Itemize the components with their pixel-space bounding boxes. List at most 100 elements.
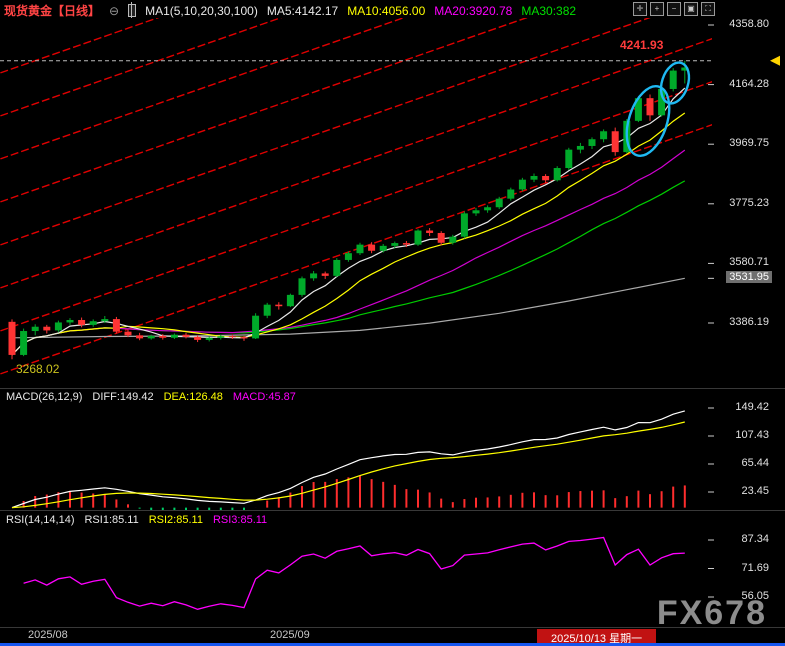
candle (495, 198, 503, 208)
ma-settings-label: MA1(5,10,20,30,100) (145, 3, 258, 18)
candle (414, 230, 422, 245)
panel-divider (0, 510, 785, 511)
candle (681, 67, 689, 71)
axis-label: 65.44 (741, 457, 769, 469)
axis-label: 23.45 (741, 485, 769, 497)
high-price-label: 4241.93 (620, 38, 664, 52)
zoom-out-icon[interactable]: − (667, 2, 681, 16)
candle (298, 278, 306, 295)
ma10-value: MA10:4056.00 (347, 3, 426, 18)
candle (368, 244, 376, 251)
axis-label: 3969.75 (729, 137, 769, 150)
candle (20, 331, 28, 355)
candle (66, 319, 74, 323)
rsi-panel (23, 536, 685, 610)
x-axis-label-selected-date: 2025/10/13 星期一 (537, 629, 657, 646)
candle (542, 175, 550, 181)
macd-panel (11, 410, 686, 510)
candle (263, 304, 271, 316)
candle (252, 315, 260, 339)
candle (344, 253, 352, 260)
ellipse-annotation[interactable] (656, 59, 694, 107)
rsi2-value: RSI2:85.11 (148, 514, 203, 526)
candle (228, 336, 236, 338)
candle (426, 230, 434, 233)
candle (634, 98, 642, 121)
candle (240, 337, 248, 339)
chart-toolbar: ✛ + − ▣ ⛶ (633, 2, 715, 16)
candle (310, 273, 318, 279)
candle (182, 334, 190, 337)
panel-divider (0, 388, 785, 389)
candlesticks (8, 60, 689, 360)
candle (507, 189, 515, 199)
candle (194, 336, 202, 340)
candle (217, 336, 225, 338)
pane-icon[interactable]: ▣ (684, 2, 698, 16)
zoom-in-icon[interactable]: + (650, 2, 664, 16)
candle (565, 149, 573, 169)
candle (101, 319, 109, 322)
candle (391, 243, 399, 246)
candlestick-icon (128, 2, 137, 18)
candle (553, 168, 561, 181)
highlight-annotations (619, 59, 694, 161)
axis-label: 3775.23 (729, 196, 769, 209)
candle (286, 294, 294, 307)
rsi-header: RSI(14,14,14) RSI1:85.11 RSI2:85.11 RSI3… (6, 514, 267, 526)
candle (159, 335, 167, 338)
axis-label: 3580.71 (729, 256, 769, 269)
rsi-params-label: RSI(14,14,14) (6, 514, 75, 526)
candle (611, 131, 619, 153)
macd-macd-value: MACD:45.87 (232, 391, 296, 403)
candle (112, 319, 120, 332)
candle (484, 207, 492, 211)
ellipse-annotation[interactable] (619, 81, 677, 161)
candle (576, 145, 584, 150)
candle (379, 245, 387, 251)
pan-icon[interactable]: ✛ (633, 2, 647, 16)
candle (136, 335, 144, 339)
candle (333, 259, 341, 276)
candle (658, 88, 666, 116)
candle (449, 236, 457, 243)
axis-label: 4164.28 (729, 77, 769, 90)
candle (356, 244, 364, 254)
candle (646, 98, 654, 116)
chart-header: 现货黄金【日线】 ⊖ MA1(5,10,20,30,100) MA5:4142.… (4, 2, 576, 19)
axis-label: 4358.80 (729, 18, 769, 30)
macd-diff-value: DIFF:149.42 (92, 391, 154, 403)
candle (43, 326, 51, 331)
candle (170, 334, 178, 338)
panel-divider (0, 627, 785, 628)
x-axis-label-aug: 2025/08 (28, 629, 68, 641)
low-price-label: 3268.02 (16, 362, 60, 376)
trend-channel-lines (0, 18, 712, 375)
candle (321, 273, 329, 276)
candle (437, 232, 445, 243)
ma5-value: MA5:4142.17 (266, 3, 339, 18)
axis-label: 149.42 (735, 401, 769, 413)
macd-params-label: MACD(26,12,9) (6, 391, 83, 403)
rsi3-value: RSI3:85.11 (212, 514, 268, 526)
rsi1-value: RSI1:85.11 (84, 514, 139, 526)
candle (402, 243, 410, 245)
axis-label: 107.43 (735, 429, 769, 441)
bottom-accent-bar (0, 643, 785, 646)
candle (518, 179, 526, 190)
axis-label: 56.05 (741, 590, 769, 602)
candle (588, 139, 596, 146)
axis-label: 87.34 (741, 533, 769, 545)
x-axis-label-sep: 2025/09 (270, 629, 310, 641)
ma30-value: MA30:382 (521, 3, 577, 18)
collapse-icon[interactable]: ⊖ (109, 3, 120, 18)
candle (54, 322, 62, 331)
axis-label: 71.69 (741, 561, 769, 574)
candle (530, 175, 538, 180)
candle (78, 319, 86, 325)
ma20-value: MA20:3920.78 (434, 3, 513, 18)
fullscreen-icon[interactable]: ⛶ (701, 2, 715, 16)
symbol-title: 现货黄金【日线】 (4, 4, 101, 18)
